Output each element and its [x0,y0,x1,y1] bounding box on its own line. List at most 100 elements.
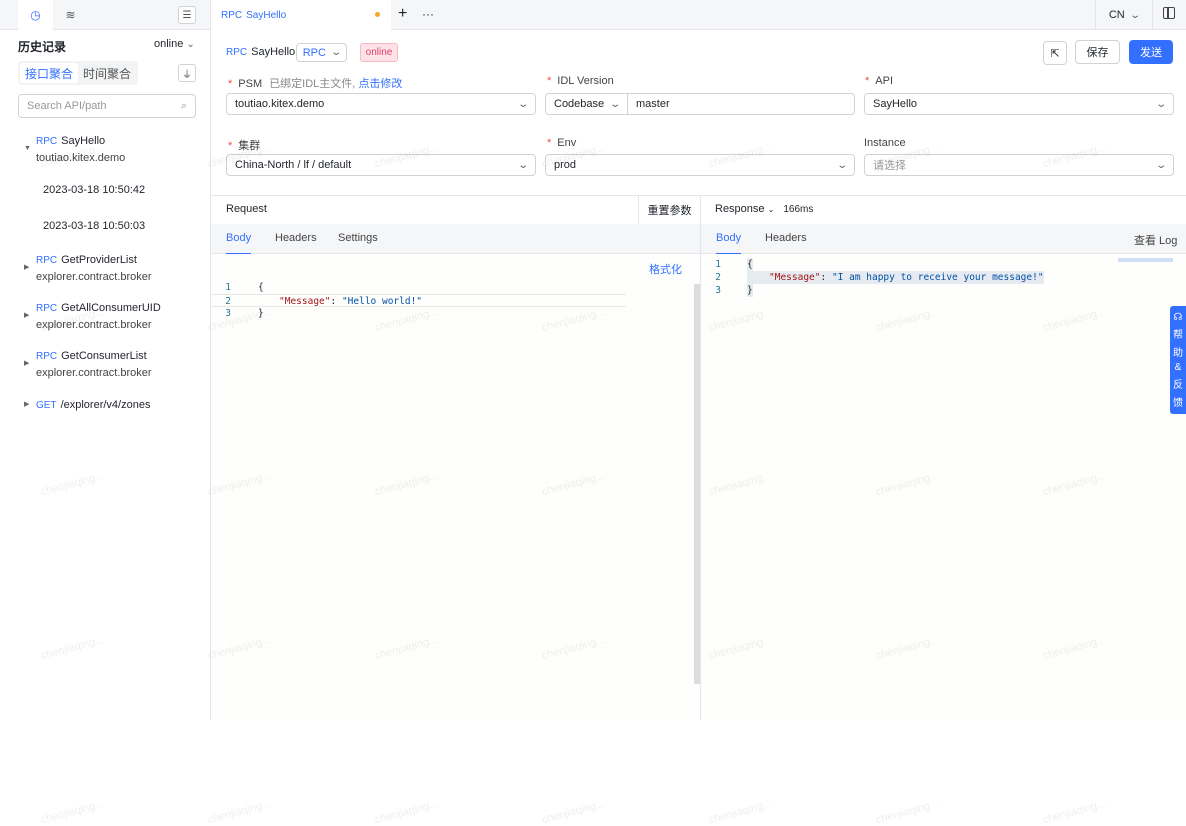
list-item[interactable]: ▶ RPC GetProviderList explorer.contract.b… [24,252,152,285]
tab-headers[interactable]: Headers [275,232,317,244]
chevron-down-icon: ⌄ [1129,9,1141,21]
line-number: 3 [715,285,721,296]
caret-right-icon: ▶ [24,264,30,271]
instance-placeholder: 请选择 [873,160,906,172]
list-item[interactable]: ▶ RPC GetAllConsumerUID explorer.contract… [24,300,161,333]
line-number: 1 [225,282,231,293]
caret-right-icon: ▶ [24,360,30,367]
api-label: * API [865,75,894,87]
chevron-down-icon: ⌄ [835,159,848,171]
chevron-down-icon: ⌄ [1154,159,1167,171]
group-by-api[interactable]: 接口聚合 [20,63,78,83]
line-number: 2 [225,296,231,307]
instance-select[interactable]: 请选择 ⌄ [864,154,1174,176]
cluster-label: * 集群 [228,140,261,152]
history-entry[interactable]: 2023-03-18 10:50:03 [43,220,146,232]
list-item[interactable]: ▼ RPC SayHello toutiao.kitex.demo [24,133,125,166]
scrollbar[interactable] [694,284,700,684]
search-icon: ⌕ [180,99,187,112]
save-button[interactable]: 保存 [1075,40,1120,64]
env-label: * Env [547,137,577,149]
tab-body[interactable]: Body [226,232,252,255]
watermark: chenjiaqing... [1041,797,1108,826]
request-editor[interactable]: 格式化 1 { 2 "Message": "Hello world!" 3} [211,254,700,720]
list-item[interactable]: ▶ GET/explorer/v4/zones [24,397,150,414]
unsaved-dot [375,12,380,17]
headset-icon: ☊ [1173,311,1183,323]
method-tag: RPC [36,136,58,147]
tab-headers[interactable]: Headers [765,232,807,244]
watermark: chenjiaqing... [874,797,941,826]
protocol-value: RPC [302,46,326,59]
add-tab-button[interactable]: + [398,5,408,22]
history-entry[interactable]: 2023-03-18 10:50:42 [43,184,146,196]
psm-label: * PSM 已绑定IDL主文件, 点击修改 [228,78,403,90]
cluster-select[interactable]: China-North / lf / default ⌄ [226,154,536,176]
share-button[interactable]: ⇱ [1043,41,1067,65]
chevron-down-icon: ⌄ [608,98,621,110]
chevron-down-icon: ⌄ [1154,98,1167,110]
panel-divider[interactable] [700,196,701,720]
api-name: GetProviderList [61,254,137,266]
response-editor[interactable]: 1 { 2 "Message": "I am happy to receive yo… [701,254,1186,720]
response-select[interactable]: Response ⌄ 166ms [715,203,813,215]
view-log-link[interactable]: 查看 Log [1134,235,1178,247]
method-tag: GET [36,400,57,411]
response-title: Response [715,203,765,215]
tab-body[interactable]: Body [716,232,742,255]
api-select[interactable]: SayHello ⌄ [864,93,1174,115]
collections-tab[interactable]: ≋ [53,0,88,30]
idl-source-select[interactable]: Codebase ⌄ [545,93,628,115]
line-number: 1 [715,259,721,270]
more-button[interactable]: ··· [422,7,434,21]
idl-version-label: * IDL Version [547,75,614,87]
sidebar-tabs: ◷ ≋ ☰ [0,0,210,30]
help-feedback-button[interactable]: ☊ 帮助 & 反馈 [1170,306,1186,414]
minimap[interactable] [1118,258,1173,262]
split-view-icon[interactable] [1163,7,1175,19]
search-input[interactable]: Search API/path ⌕ [18,94,196,118]
tab-sayhello[interactable]: RPC SayHello [211,0,391,30]
help-char: 反 [1173,379,1183,391]
caret-right-icon: ▶ [24,401,30,408]
modify-link[interactable]: 点击修改 [358,78,403,90]
share-icon: ⇱ [1050,47,1060,60]
list-menu-button[interactable]: ☰ [178,6,196,24]
format-button[interactable]: 格式化 [649,264,682,276]
list-item[interactable]: ▶ RPC GetConsumerList explorer.contract.b… [24,348,152,381]
watermark: chenjiaqing... [707,797,774,826]
env-select-field[interactable]: prod ⌄ [545,154,855,176]
tab-settings[interactable]: Settings [338,232,378,244]
history-tab[interactable]: ◷ [18,0,53,30]
reset-params-button[interactable]: 重置参数 [638,196,700,224]
env-field-value: prod [554,159,577,171]
env-select[interactable]: online ⌄ [154,38,195,50]
sidebar-title: 历史记录 [18,40,67,54]
caret-right-icon: ▶ [24,312,30,319]
request-title-label: Request [226,203,267,215]
watermark: chenjiaqing... [206,797,273,826]
chevron-down-icon: ⌄ [186,39,195,50]
line-number: 2 [715,272,721,283]
code-line: } [258,308,264,319]
idl-source-value: Codebase [554,98,605,110]
method-tag: RPC [36,255,58,266]
watermark: chenjiaqing... [39,797,106,826]
language-value: CN [1108,9,1125,21]
method-tag: RPC [221,9,243,21]
protocol-select[interactable]: RPC ⌄ [296,43,347,62]
chevron-down-icon: ⌄ [516,159,529,171]
response-tabs: Body Headers 查看 Log [701,224,1186,255]
instance-label: Instance [864,137,906,149]
clock-icon: ◷ [30,8,41,22]
psm-value: toutiao.kitex.demo [235,98,325,110]
group-by-time[interactable]: 时间聚合 [82,66,131,81]
json-key: "Message" [279,296,331,307]
idl-branch-input[interactable]: master [627,93,855,115]
filter-button[interactable]: ⏚ [178,64,196,82]
method-tag: RPC [226,47,248,58]
language-select[interactable]: CN ⌄ [1095,0,1153,30]
send-button[interactable]: 发送 [1129,40,1173,64]
api-psm: toutiao.kitex.demo [36,152,126,164]
psm-select[interactable]: toutiao.kitex.demo ⌄ [226,93,536,115]
